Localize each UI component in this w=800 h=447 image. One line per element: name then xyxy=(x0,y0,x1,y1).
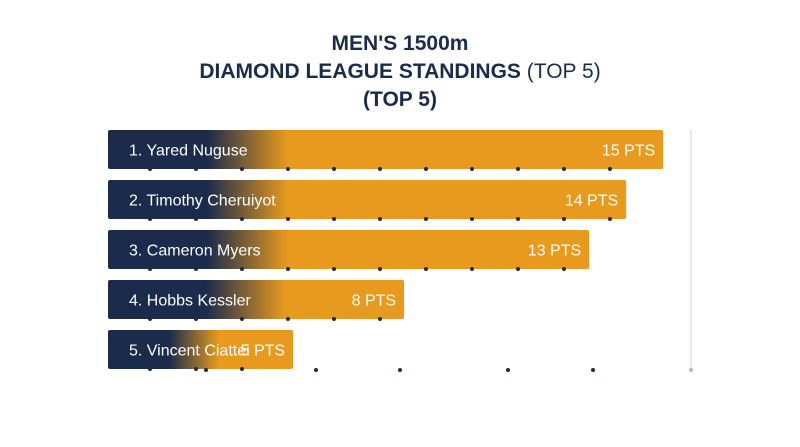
category-label: 4. Hobbs Kessler xyxy=(129,293,252,310)
category-label: 5. Vincent Ciattei xyxy=(129,343,250,360)
bar-dot xyxy=(240,167,244,171)
bar-dot xyxy=(470,217,474,221)
category-label: 3. Cameron Myers xyxy=(129,243,261,260)
bar-dot xyxy=(148,367,152,371)
bar-dot xyxy=(424,217,428,221)
bar xyxy=(108,330,294,369)
bar-dot xyxy=(194,317,198,321)
bar-dot xyxy=(562,167,566,171)
category-label: 2. Timothy Cheruiyot xyxy=(129,193,276,210)
bar-dot xyxy=(194,367,198,371)
baseline-dot xyxy=(506,368,510,372)
value-label: 13 PTS xyxy=(528,243,581,260)
baseline-dot xyxy=(314,368,318,372)
title-line-2-light: (TOP 5) xyxy=(520,60,601,83)
bar-dot xyxy=(608,167,612,171)
axis-end-dot xyxy=(689,368,693,372)
bar-dot xyxy=(516,267,520,271)
bar-dot xyxy=(194,167,198,171)
bar-dot xyxy=(332,167,336,171)
bar-dot xyxy=(286,217,290,221)
bar-dot xyxy=(424,267,428,271)
bar-dot xyxy=(148,217,152,221)
bar-dot xyxy=(240,317,244,321)
bar-dot xyxy=(378,267,382,271)
bar xyxy=(108,180,627,219)
bar-dot xyxy=(148,167,152,171)
bar-dot xyxy=(470,167,474,171)
value-label: 15 PTS xyxy=(602,143,655,160)
title-line-2: DIAMOND LEAGUE STANDINGS (TOP 5) xyxy=(0,58,800,86)
bar-dot xyxy=(516,217,520,221)
bar-dot xyxy=(470,267,474,271)
bar-dot xyxy=(286,317,290,321)
category-label: 1. Yared Nuguse xyxy=(129,143,248,160)
baseline-dot xyxy=(204,368,208,372)
baseline-dot xyxy=(591,368,595,372)
bar-dot xyxy=(148,267,152,271)
bar-dot xyxy=(424,167,428,171)
bar-dot xyxy=(332,267,336,271)
bar-dot xyxy=(332,217,336,221)
bar-dot xyxy=(194,217,198,221)
bar xyxy=(108,230,590,269)
bar-dot xyxy=(562,267,566,271)
bar-dot xyxy=(562,217,566,221)
bar-dot xyxy=(240,267,244,271)
value-label: 5 PTS xyxy=(241,343,285,360)
bar-dot xyxy=(148,317,152,321)
bar xyxy=(108,280,405,319)
title-line-1: MEN'S 1500m xyxy=(331,32,469,55)
bar-dot xyxy=(240,217,244,221)
bar-dot xyxy=(194,267,198,271)
bar-dot xyxy=(608,217,612,221)
bar-dot xyxy=(378,217,382,221)
bar-dot xyxy=(240,367,244,371)
bar-dot xyxy=(332,317,336,321)
title-line-2-bold: DIAMOND LEAGUE STANDINGS xyxy=(199,60,521,83)
chart-title: MEN'S 1500m DIAMOND LEAGUE STANDINGS (TO… xyxy=(0,30,800,114)
value-label: 8 PTS xyxy=(352,293,396,310)
bar-dot xyxy=(378,167,382,171)
baseline-dot xyxy=(398,368,402,372)
value-label: 14 PTS xyxy=(565,193,618,210)
title-line-3: (TOP 5) xyxy=(363,88,437,111)
bar-dot xyxy=(516,167,520,171)
bar-dot xyxy=(286,267,290,271)
bar xyxy=(108,130,664,169)
bar-dot xyxy=(378,317,382,321)
bar-dot xyxy=(286,167,290,171)
